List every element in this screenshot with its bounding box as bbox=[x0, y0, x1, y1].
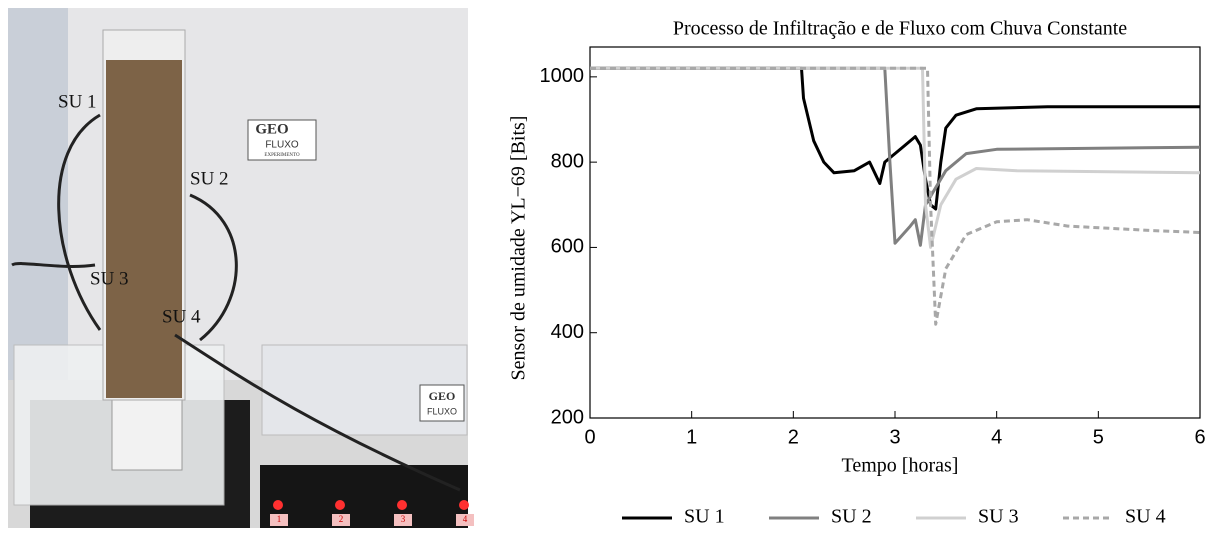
series-line bbox=[590, 66, 1201, 326]
x-tick-label: 3 bbox=[889, 426, 900, 448]
board-tag bbox=[394, 514, 412, 526]
photo: GEO FLUXO EXPERIMENTO GEO FLUXO SU 1 SU … bbox=[8, 8, 474, 528]
board-mat bbox=[260, 465, 468, 528]
base bbox=[111, 399, 183, 471]
logo-mark: GEO bbox=[255, 121, 288, 137]
x-tick-label: 5 bbox=[1093, 426, 1104, 448]
led bbox=[273, 500, 283, 510]
x-tick-label: 0 bbox=[584, 426, 595, 448]
soil-column bbox=[106, 60, 182, 398]
y-tick-label: 800 bbox=[551, 150, 584, 172]
legend-label: SU 2 bbox=[831, 506, 872, 528]
legend-label: SU 4 bbox=[1125, 506, 1166, 528]
y-tick-label: 1000 bbox=[540, 65, 585, 87]
x-axis-title: Tempo [horas] bbox=[842, 455, 959, 477]
sensor-label: SU 2 bbox=[190, 168, 229, 189]
chart-title: Processo de Infiltração e de Fluxo com C… bbox=[673, 18, 1127, 40]
led bbox=[335, 500, 345, 510]
board-tag bbox=[332, 514, 350, 526]
y-tick-label: 600 bbox=[551, 236, 584, 258]
board-tag bbox=[270, 514, 288, 526]
logo-box bbox=[247, 119, 317, 161]
led bbox=[397, 500, 407, 510]
x-tick-label: 4 bbox=[991, 426, 1002, 448]
board-tag bbox=[456, 514, 474, 526]
y-tick-label: 400 bbox=[551, 321, 584, 343]
led bbox=[459, 500, 469, 510]
series-line bbox=[590, 66, 1200, 211]
board-label: 4 bbox=[463, 514, 468, 524]
y-axis-title: Sensor de umidade YL−69 [Bits] bbox=[508, 116, 530, 381]
sensor-label: SU 1 bbox=[58, 91, 97, 112]
chart: Processo de Infiltração e de Fluxo com C… bbox=[508, 18, 1206, 528]
sensor-label: SU 4 bbox=[162, 306, 201, 327]
boards: 1 2 3 4 bbox=[270, 500, 474, 526]
cables bbox=[11, 113, 461, 492]
series-line bbox=[590, 66, 1201, 249]
board-label: 2 bbox=[339, 514, 344, 524]
board-label: 1 bbox=[277, 514, 282, 524]
x-tick-label: 2 bbox=[788, 426, 799, 448]
board-label: 3 bbox=[401, 514, 406, 524]
x-tick-label: 1 bbox=[686, 426, 697, 448]
logo-name: FLUXO bbox=[265, 140, 299, 151]
logo2-mark: GEO bbox=[429, 389, 456, 403]
x-tick-label: 6 bbox=[1194, 426, 1205, 448]
legend-label: SU 1 bbox=[684, 506, 725, 528]
y-tick-label: 200 bbox=[551, 406, 584, 428]
logo-sub: EXPERIMENTO bbox=[264, 153, 300, 158]
sensor-label: SU 3 bbox=[90, 268, 129, 289]
logo2-name: FLUXO bbox=[427, 406, 457, 416]
logo2-box bbox=[419, 384, 465, 422]
series-line bbox=[590, 66, 1201, 247]
legend-label: SU 3 bbox=[978, 506, 1019, 528]
